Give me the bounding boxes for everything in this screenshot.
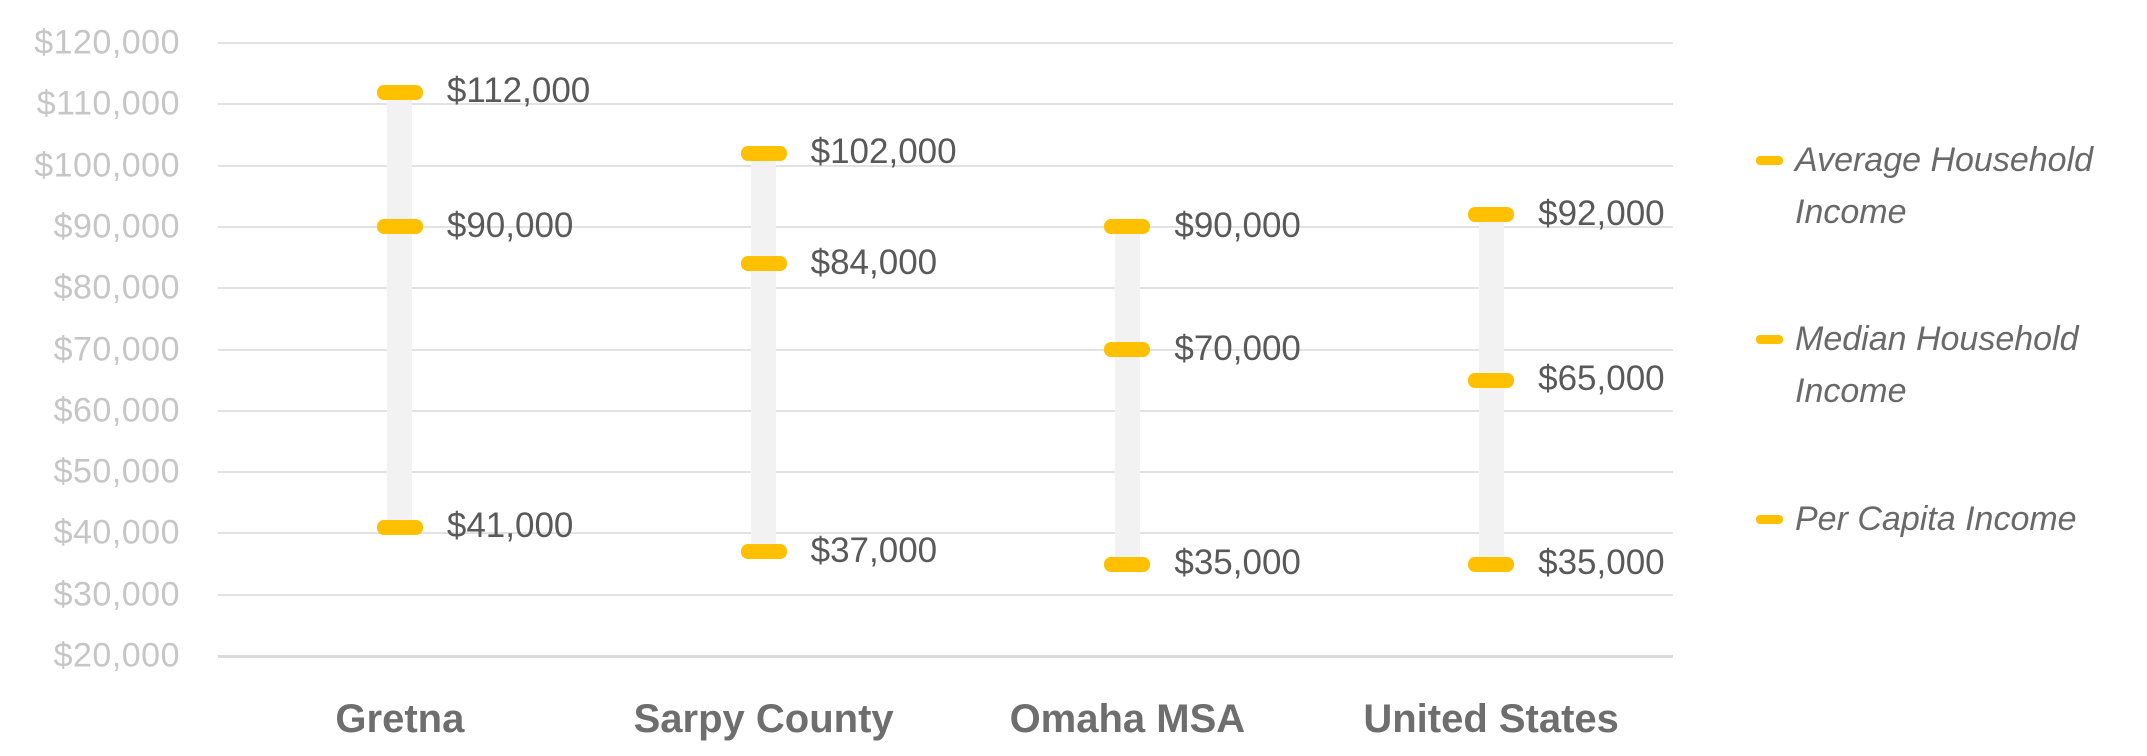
gridline	[218, 287, 1673, 290]
data-point-marker[interactable]	[740, 256, 787, 272]
y-axis-tick-label: $110,000	[36, 84, 180, 123]
data-point-marker[interactable]	[1468, 556, 1515, 572]
x-axis-category-label: United States	[1363, 697, 1619, 741]
data-point-label: $35,000	[1538, 543, 1665, 583]
y-axis-tick-label: $50,000	[53, 452, 180, 491]
y-axis-tick-label: $30,000	[53, 575, 180, 614]
data-point-label: $90,000	[1174, 206, 1301, 246]
x-axis-category-label: Sarpy County	[633, 697, 894, 741]
data-point-marker[interactable]	[740, 544, 787, 560]
data-point-label: $41,000	[446, 506, 574, 546]
legend-marker-icon	[1756, 156, 1783, 165]
legend-item-label: Per Capita Income	[1795, 500, 2077, 538]
legend-marker-icon	[1756, 335, 1783, 344]
range-bar	[1478, 214, 1504, 565]
legend-item-label: Average Household Income	[1795, 141, 2094, 231]
gridline	[218, 42, 1673, 44]
gridline	[218, 593, 1673, 596]
data-point-marker[interactable]	[376, 219, 423, 235]
data-point-marker[interactable]	[376, 84, 423, 100]
data-point-marker[interactable]	[1468, 207, 1515, 223]
range-bar	[1114, 226, 1140, 565]
gridline	[218, 471, 1673, 474]
data-point-label: $84,000	[810, 242, 938, 282]
y-axis-tick-label: $100,000	[34, 146, 180, 185]
legend-item-label: Median Household Income	[1795, 320, 2079, 410]
data-point-label: $70,000	[1174, 328, 1301, 368]
legend-item[interactable]: Median Household Income	[1756, 313, 2135, 417]
legend-item[interactable]: Average Household Income	[1756, 134, 2135, 238]
y-axis-tick-label: $120,000	[34, 23, 180, 62]
data-point-marker[interactable]	[1104, 556, 1151, 572]
data-point-label: $35,000	[1174, 543, 1301, 583]
gridline	[218, 225, 1673, 228]
range-bar	[751, 153, 777, 552]
data-point-label: $102,000	[810, 132, 957, 172]
y-axis-tick-label: $20,000	[53, 636, 180, 675]
data-point-label: $90,000	[446, 206, 574, 246]
legend-marker-icon	[1756, 515, 1783, 524]
gridline	[218, 409, 1673, 412]
x-axis-category-label: Omaha MSA	[1009, 697, 1246, 741]
y-axis-tick-label: $80,000	[53, 268, 180, 307]
gridline	[218, 164, 1673, 167]
gridline	[218, 532, 1673, 535]
legend-item[interactable]: Per Capita Income	[1756, 493, 2135, 545]
data-point-label: $37,000	[810, 530, 938, 570]
y-axis-tick-label: $40,000	[53, 513, 180, 552]
data-point-marker[interactable]	[1104, 219, 1151, 235]
y-axis-tick-label: $70,000	[53, 330, 180, 368]
y-axis-tick-label: $90,000	[53, 207, 180, 246]
data-point-marker[interactable]	[1104, 342, 1151, 357]
data-point-marker[interactable]	[740, 145, 787, 161]
x-axis-category-label: Gretna	[335, 697, 465, 741]
data-point-label: $92,000	[1538, 193, 1665, 233]
y-axis-tick-label: $60,000	[53, 391, 180, 430]
data-point-label: $112,000	[446, 71, 591, 111]
data-point-label: $65,000	[1538, 359, 1665, 399]
x-axis-line	[218, 654, 1673, 658]
data-point-marker[interactable]	[1468, 372, 1515, 388]
gridline	[218, 348, 1673, 351]
chart-legend: Average Household Income Median Household…	[1756, 0, 2147, 756]
data-point-marker[interactable]	[376, 519, 423, 535]
gridline	[218, 103, 1673, 106]
range-bar	[387, 92, 413, 528]
